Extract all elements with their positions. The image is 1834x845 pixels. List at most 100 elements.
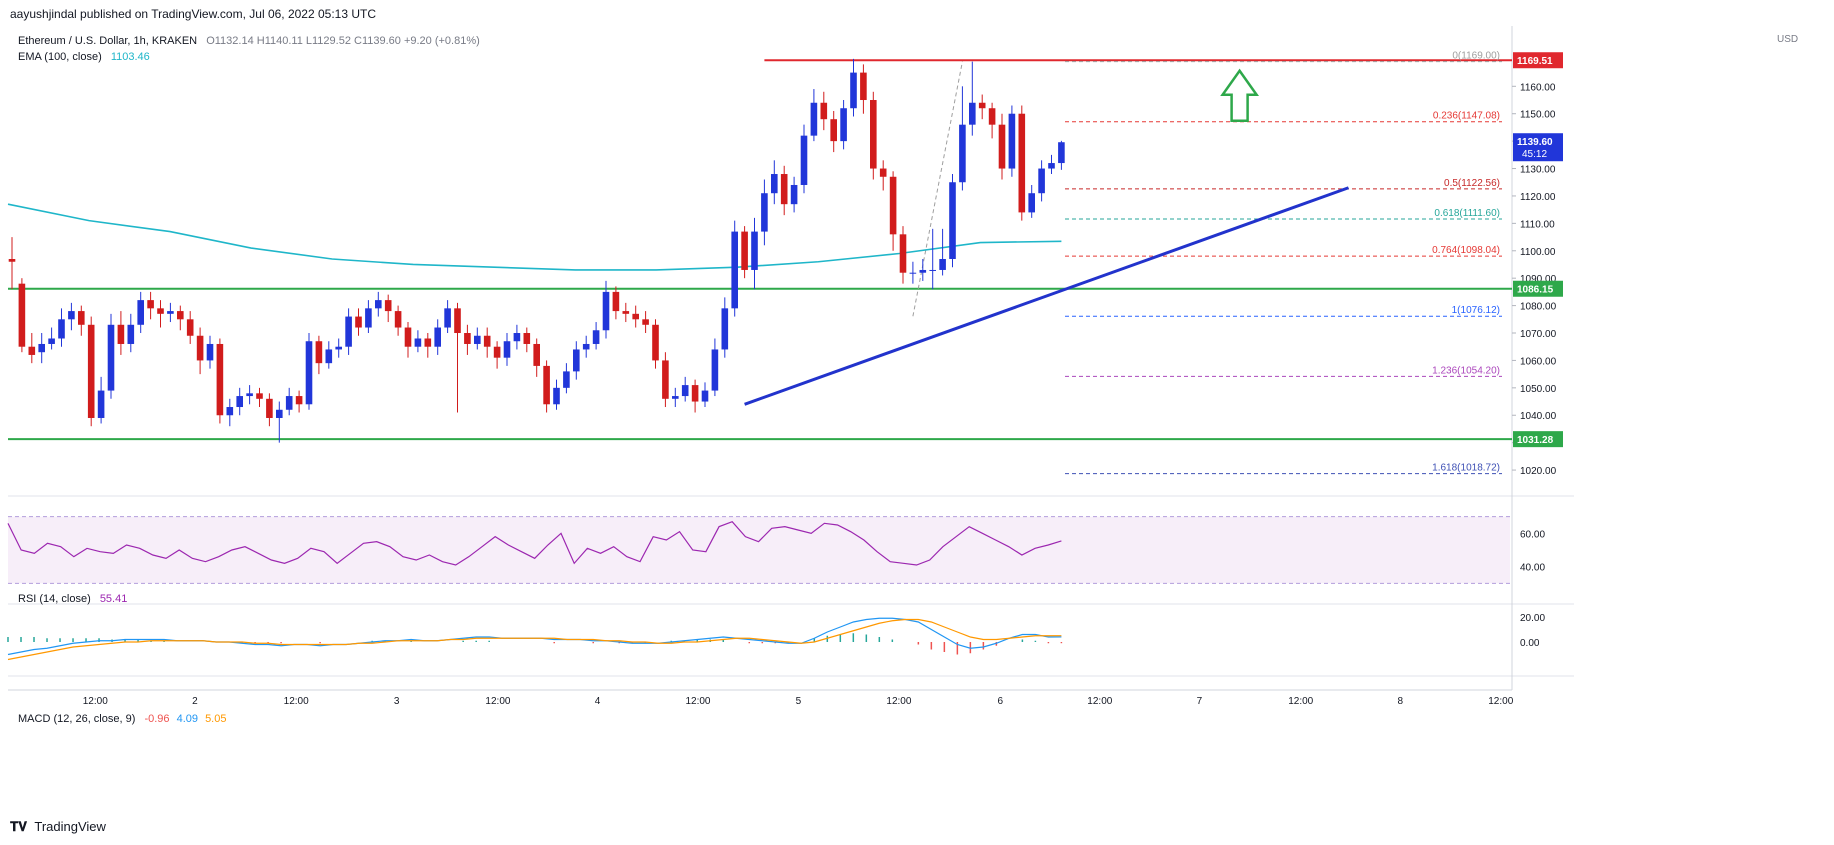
candle-body xyxy=(959,124,966,183)
candle-body xyxy=(285,396,293,410)
candle-body xyxy=(28,346,36,355)
bar-countdown-label: 45:12 xyxy=(1522,149,1547,160)
candle-body xyxy=(58,319,65,339)
candle-body xyxy=(196,335,204,361)
candle-body xyxy=(404,327,412,347)
candle-body xyxy=(1038,168,1045,194)
rsi-tick-label: 40.00 xyxy=(1520,563,1545,574)
candle-body xyxy=(87,324,95,418)
macd-tick-label: 0.00 xyxy=(1520,638,1540,649)
candle-body xyxy=(573,349,580,372)
candle-body xyxy=(771,174,778,194)
y-tick-label: 1050.00 xyxy=(1520,384,1557,395)
candle-body xyxy=(810,102,818,136)
candle-body xyxy=(276,409,283,418)
candle-body xyxy=(236,396,243,408)
price-tag-bg xyxy=(1513,280,1563,297)
candle-body xyxy=(97,390,105,418)
y-tick-label: 1040.00 xyxy=(1520,411,1557,422)
candle-body xyxy=(662,360,669,399)
ema-label: EMA (100, close) xyxy=(18,51,102,63)
candle-body xyxy=(563,371,570,388)
price-tag-bg xyxy=(1513,431,1563,448)
candle-body xyxy=(939,259,946,270)
rsi-value: 55.41 xyxy=(99,593,128,605)
candle-body xyxy=(513,333,521,342)
candle-body xyxy=(889,176,897,235)
candle-body xyxy=(672,396,679,399)
x-tick-label: 5 xyxy=(796,696,802,707)
macd-value-1: -0.96 xyxy=(144,713,170,725)
fib-level-label: 0.618(1111.60) xyxy=(1434,208,1500,219)
rsi-line xyxy=(7,520,1062,566)
candle-body xyxy=(1008,113,1016,169)
candle-body xyxy=(969,102,976,125)
last-price-label: 1139.60 xyxy=(1517,137,1553,148)
candle-body xyxy=(147,300,154,309)
candle-body xyxy=(820,102,828,120)
candle-body xyxy=(949,182,956,259)
candle-body xyxy=(315,341,323,364)
candle-body xyxy=(78,311,85,325)
trendline xyxy=(744,186,1350,406)
tradingview-logo[interactable]: 𝐓𝐕 TradingView xyxy=(10,819,106,835)
ema-legend: EMA (100, close) 1103.46 xyxy=(18,51,150,63)
candle-body xyxy=(38,343,45,353)
candle-body xyxy=(790,184,798,205)
candle-body xyxy=(48,338,55,344)
candle-body xyxy=(721,308,729,350)
x-tick-label: 6 xyxy=(997,696,1003,707)
candle-body xyxy=(850,72,857,109)
candle-body xyxy=(295,396,303,405)
candle-body xyxy=(681,385,689,397)
candle-body xyxy=(741,231,748,270)
candle-body xyxy=(384,300,392,312)
candle-body xyxy=(642,319,649,325)
y-tick-label: 1130.00 xyxy=(1520,165,1556,176)
candle-body xyxy=(612,291,620,312)
signal-line xyxy=(7,618,1062,661)
candle-body xyxy=(167,311,174,314)
candle-body xyxy=(860,72,867,101)
candle-body xyxy=(711,349,719,391)
y-tick-label: 1020.00 xyxy=(1520,466,1557,477)
candle-body xyxy=(761,193,768,232)
y-tick-label: 1110.00 xyxy=(1520,219,1555,230)
fib-level-label: 1(1076.12) xyxy=(1452,305,1500,316)
y-tick-label: 1060.00 xyxy=(1520,356,1557,367)
candle-body xyxy=(266,398,273,418)
candle-body xyxy=(652,324,659,361)
candle-body xyxy=(929,269,936,271)
y-tick-label: 1070.00 xyxy=(1520,329,1557,340)
price-tag-label: 1169.51 xyxy=(1517,56,1553,67)
x-tick-label: 12:00 xyxy=(1488,696,1513,707)
candle-body xyxy=(107,324,115,391)
x-tick-label: 2 xyxy=(192,696,198,707)
candle-body xyxy=(731,231,738,309)
candle-body xyxy=(68,311,75,320)
candle-body xyxy=(206,343,214,361)
price-tag-label: 1086.15 xyxy=(1517,285,1554,296)
candle-body xyxy=(18,283,26,347)
candle-body xyxy=(780,174,788,205)
y-tick-label: 1160.00 xyxy=(1520,82,1556,93)
candle-body xyxy=(830,119,837,142)
x-tick-label: 12:00 xyxy=(83,696,108,707)
candle-body xyxy=(622,311,630,314)
macd-label: MACD (12, 26, close, 9) xyxy=(18,713,136,725)
candle-body xyxy=(701,390,709,402)
candle-body xyxy=(355,316,362,328)
fib-level-label: 1.618(1018.72) xyxy=(1432,463,1500,474)
candle-body xyxy=(424,338,432,347)
candle-body xyxy=(533,343,540,366)
candle-body xyxy=(919,269,927,273)
rsi-tick-label: 60.00 xyxy=(1520,529,1545,540)
candle-body xyxy=(8,259,16,262)
candle-body xyxy=(632,313,639,320)
candle-body xyxy=(998,124,1006,169)
candle-body xyxy=(592,330,600,344)
symbol-info: Ethereum / U.S. Dollar, 1h, KRAKEN O1132… xyxy=(18,35,480,47)
x-tick-label: 12:00 xyxy=(1288,696,1313,707)
